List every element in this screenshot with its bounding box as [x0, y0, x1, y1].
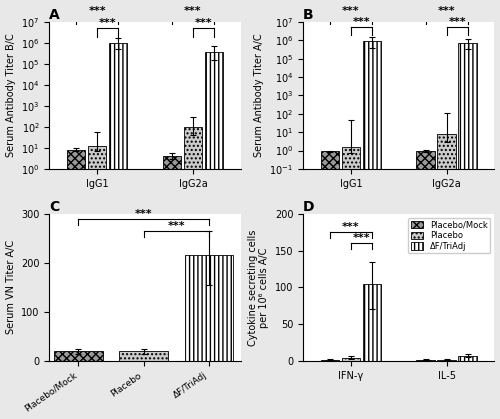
Text: B: B: [303, 8, 314, 22]
Text: ***: ***: [168, 221, 185, 231]
Bar: [320, 151, 339, 169]
Text: ***: ***: [352, 18, 370, 27]
Text: ***: ***: [194, 18, 212, 28]
Bar: [162, 156, 181, 169]
Bar: [438, 134, 456, 169]
Y-axis label: Serum Antibody Titer B/C: Serum Antibody Titer B/C: [6, 34, 16, 157]
Bar: [204, 52, 223, 169]
Bar: [88, 145, 106, 169]
Text: ***: ***: [448, 18, 466, 27]
Legend: Placebo/Mock, Placebo, ΔF/TriAdj: Placebo/Mock, Placebo, ΔF/TriAdj: [408, 218, 490, 253]
Bar: [54, 351, 102, 361]
Bar: [458, 43, 477, 169]
Text: ***: ***: [184, 5, 202, 16]
Text: ***: ***: [99, 18, 116, 28]
Text: ***: ***: [342, 6, 359, 16]
Text: C: C: [50, 200, 59, 214]
Text: A: A: [50, 8, 60, 22]
Bar: [416, 151, 435, 169]
Y-axis label: Cytokine secreting cells
per 10⁶ cells A/C: Cytokine secreting cells per 10⁶ cells A…: [248, 229, 270, 346]
Bar: [109, 43, 128, 169]
Bar: [342, 147, 360, 169]
Y-axis label: Serum VN Titer A/C: Serum VN Titer A/C: [6, 240, 16, 334]
Text: ***: ***: [352, 233, 370, 243]
Bar: [458, 356, 477, 361]
Bar: [184, 127, 202, 169]
Text: ***: ***: [342, 222, 359, 232]
Text: D: D: [303, 200, 314, 214]
Bar: [438, 360, 456, 361]
Text: ***: ***: [438, 6, 456, 16]
Bar: [416, 360, 435, 361]
Bar: [342, 358, 360, 361]
Bar: [184, 256, 233, 361]
Bar: [362, 41, 381, 169]
Bar: [362, 284, 381, 361]
Y-axis label: Serum Antibody Titer A/C: Serum Antibody Titer A/C: [254, 34, 264, 157]
Text: ***: ***: [135, 209, 152, 219]
Text: ***: ***: [88, 5, 106, 16]
Bar: [67, 150, 86, 169]
Bar: [120, 351, 168, 361]
Bar: [320, 360, 339, 361]
